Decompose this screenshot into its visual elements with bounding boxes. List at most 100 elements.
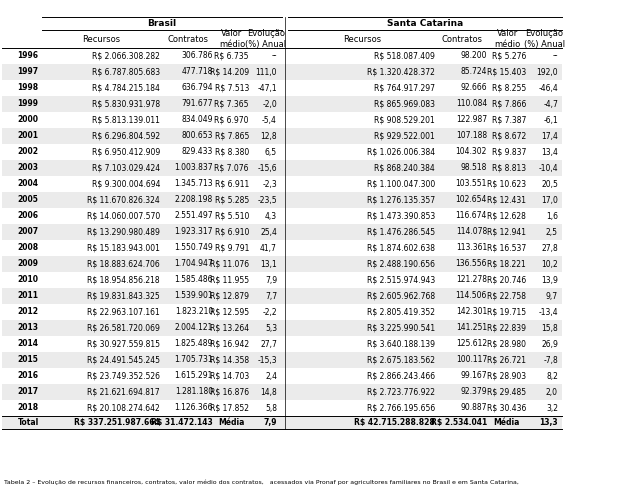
Text: R$ 6.787.805.683: R$ 6.787.805.683 bbox=[92, 68, 160, 76]
Text: 2,0: 2,0 bbox=[546, 387, 558, 396]
Text: 2008: 2008 bbox=[18, 244, 39, 252]
Text: -47,1: -47,1 bbox=[257, 83, 277, 93]
Text: R$ 2.515.974.943: R$ 2.515.974.943 bbox=[366, 276, 435, 284]
Text: 9,7: 9,7 bbox=[546, 291, 558, 301]
Text: Evolução
(%) Anual: Evolução (%) Anual bbox=[524, 29, 565, 49]
Bar bbox=[2, 352, 562, 368]
Text: R$ 2.534.041: R$ 2.534.041 bbox=[430, 418, 487, 427]
Text: R$ 18.221: R$ 18.221 bbox=[488, 259, 526, 269]
Text: 2009: 2009 bbox=[18, 259, 39, 269]
Text: R$ 28.903: R$ 28.903 bbox=[487, 372, 526, 381]
Text: 98.518: 98.518 bbox=[461, 164, 487, 173]
Text: 17,4: 17,4 bbox=[541, 132, 558, 141]
Text: 2017: 2017 bbox=[18, 387, 39, 396]
Text: R$ 30.927.559.815: R$ 30.927.559.815 bbox=[87, 340, 160, 349]
Text: R$ 3.640.188.139: R$ 3.640.188.139 bbox=[367, 340, 435, 349]
Bar bbox=[2, 288, 562, 304]
Text: R$ 8.813: R$ 8.813 bbox=[492, 164, 526, 173]
Text: R$ 1.874.602.638: R$ 1.874.602.638 bbox=[367, 244, 435, 252]
Text: R$ 21.621.694.817: R$ 21.621.694.817 bbox=[87, 387, 160, 396]
Text: 1999: 1999 bbox=[18, 100, 39, 108]
Text: 1.615.291: 1.615.291 bbox=[174, 372, 213, 381]
Text: R$ 18.883.624.706: R$ 18.883.624.706 bbox=[87, 259, 160, 269]
Text: R$ 22.758: R$ 22.758 bbox=[487, 291, 526, 301]
Text: R$ 1.476.286.545: R$ 1.476.286.545 bbox=[367, 227, 435, 237]
Text: 100.117: 100.117 bbox=[456, 355, 487, 364]
Text: --: -- bbox=[271, 51, 277, 61]
Text: -46,4: -46,4 bbox=[538, 83, 558, 93]
Text: 2,4: 2,4 bbox=[265, 372, 277, 381]
Text: 25,4: 25,4 bbox=[260, 227, 277, 237]
Text: -13,4: -13,4 bbox=[538, 308, 558, 317]
Text: 13,1: 13,1 bbox=[260, 259, 277, 269]
Text: 26,9: 26,9 bbox=[541, 340, 558, 349]
Text: 6,5: 6,5 bbox=[265, 147, 277, 156]
Text: 2001: 2001 bbox=[18, 132, 39, 141]
Text: Média: Média bbox=[493, 418, 520, 427]
Bar bbox=[2, 160, 562, 176]
Text: R$ 908.529.201: R$ 908.529.201 bbox=[374, 115, 435, 125]
Text: R$ 16.876: R$ 16.876 bbox=[210, 387, 249, 396]
Text: Contratos: Contratos bbox=[167, 35, 208, 43]
Text: 85.724: 85.724 bbox=[460, 68, 487, 76]
Text: R$ 865.969.083: R$ 865.969.083 bbox=[374, 100, 435, 108]
Text: -4,7: -4,7 bbox=[543, 100, 558, 108]
Text: 2010: 2010 bbox=[18, 276, 39, 284]
Text: 2.208.198: 2.208.198 bbox=[175, 196, 213, 205]
Text: 10,2: 10,2 bbox=[541, 259, 558, 269]
Text: 2004: 2004 bbox=[18, 179, 39, 188]
Bar bbox=[2, 384, 562, 400]
Text: R$ 10.623: R$ 10.623 bbox=[487, 179, 526, 188]
Text: 2015: 2015 bbox=[18, 355, 39, 364]
Text: 1.705.731: 1.705.731 bbox=[174, 355, 213, 364]
Text: R$ 8.380: R$ 8.380 bbox=[215, 147, 249, 156]
Bar bbox=[2, 64, 562, 80]
Text: -2,3: -2,3 bbox=[262, 179, 277, 188]
Text: Brasil: Brasil bbox=[148, 19, 176, 28]
Text: Contratos: Contratos bbox=[441, 35, 482, 43]
Text: 7,9: 7,9 bbox=[264, 418, 277, 427]
Text: R$ 6.296.804.592: R$ 6.296.804.592 bbox=[92, 132, 160, 141]
Text: 1.345.713: 1.345.713 bbox=[174, 179, 213, 188]
Text: R$ 337.251.987.664: R$ 337.251.987.664 bbox=[74, 418, 160, 427]
Text: 192,0: 192,0 bbox=[536, 68, 558, 76]
Text: R$ 764.917.297: R$ 764.917.297 bbox=[374, 83, 435, 93]
Text: R$ 518.087.409: R$ 518.087.409 bbox=[374, 51, 435, 61]
Text: R$ 9.300.004.694: R$ 9.300.004.694 bbox=[91, 179, 160, 188]
Text: 1.585.486: 1.585.486 bbox=[174, 276, 213, 284]
Text: R$ 12.941: R$ 12.941 bbox=[487, 227, 526, 237]
Text: -10,4: -10,4 bbox=[538, 164, 558, 173]
Text: R$ 14.209: R$ 14.209 bbox=[210, 68, 249, 76]
Text: R$ 929.522.001: R$ 929.522.001 bbox=[374, 132, 435, 141]
Text: R$ 2.805.419.352: R$ 2.805.419.352 bbox=[367, 308, 435, 317]
Text: R$ 5.285: R$ 5.285 bbox=[215, 196, 249, 205]
Text: R$ 5.830.931.978: R$ 5.830.931.978 bbox=[92, 100, 160, 108]
Text: 1996: 1996 bbox=[18, 51, 39, 61]
Text: 791.677: 791.677 bbox=[181, 100, 213, 108]
Text: -2,0: -2,0 bbox=[262, 100, 277, 108]
Text: 477.718: 477.718 bbox=[181, 68, 213, 76]
Text: 306.786: 306.786 bbox=[181, 51, 213, 61]
Text: 2.551.497: 2.551.497 bbox=[174, 211, 213, 220]
Text: 110.084: 110.084 bbox=[456, 100, 487, 108]
Text: 2003: 2003 bbox=[18, 164, 39, 173]
Text: Tabela 2 – Evolução de recursos financeiros, contratos, valor médio dos contrato: Tabela 2 – Evolução de recursos financei… bbox=[4, 480, 519, 485]
Text: -23,5: -23,5 bbox=[257, 196, 277, 205]
Text: R$ 18.954.856.218: R$ 18.954.856.218 bbox=[87, 276, 160, 284]
Text: 1.704.947: 1.704.947 bbox=[174, 259, 213, 269]
Text: 2018: 2018 bbox=[18, 403, 39, 413]
Text: 125.612: 125.612 bbox=[456, 340, 487, 349]
Text: R$ 2.488.190.656: R$ 2.488.190.656 bbox=[367, 259, 435, 269]
Text: 114.506: 114.506 bbox=[456, 291, 487, 301]
Text: 98.200: 98.200 bbox=[460, 51, 487, 61]
Text: R$ 42.715.288.828: R$ 42.715.288.828 bbox=[354, 418, 435, 427]
Text: 92.379: 92.379 bbox=[460, 387, 487, 396]
Text: 1.923.317: 1.923.317 bbox=[174, 227, 213, 237]
Text: R$ 7.513: R$ 7.513 bbox=[215, 83, 249, 93]
Text: R$ 2.766.195.656: R$ 2.766.195.656 bbox=[366, 403, 435, 413]
Text: 1.550.749: 1.550.749 bbox=[174, 244, 213, 252]
Text: 1.126.366: 1.126.366 bbox=[174, 403, 213, 413]
Text: R$ 6.950.412.909: R$ 6.950.412.909 bbox=[92, 147, 160, 156]
Text: 41,7: 41,7 bbox=[260, 244, 277, 252]
Text: R$ 28.980: R$ 28.980 bbox=[487, 340, 526, 349]
